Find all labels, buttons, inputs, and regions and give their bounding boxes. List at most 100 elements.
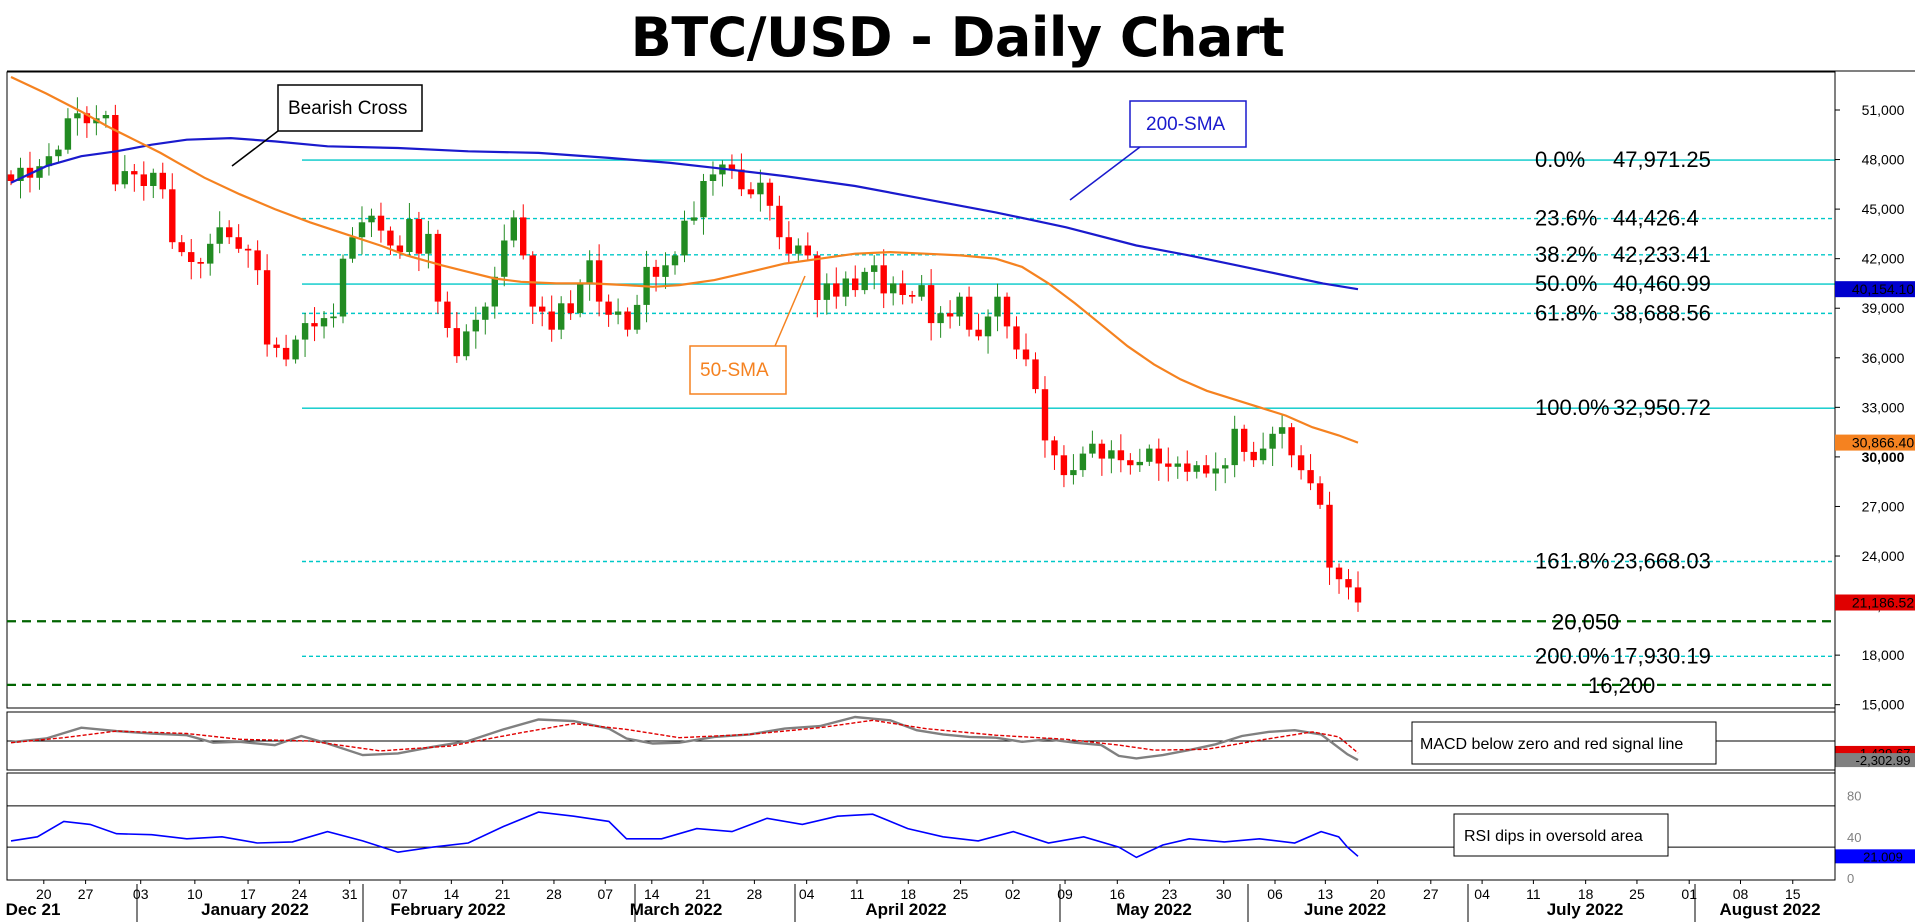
candle-body: [1013, 326, 1020, 350]
candle-body: [131, 171, 138, 175]
candle-body: [871, 265, 878, 272]
candle-body: [662, 265, 669, 277]
x-tick-label: 03: [133, 886, 149, 902]
candle-body: [709, 174, 717, 181]
candle-body: [577, 283, 584, 314]
candle-body: [320, 318, 328, 327]
candle-body: [984, 316, 992, 337]
candle-body: [823, 283, 830, 300]
candle-body: [263, 270, 271, 345]
price-tick-label: 36,000: [1862, 350, 1905, 366]
candle-body: [1032, 359, 1039, 390]
candle-body: [1231, 428, 1238, 466]
x-tick-label: 25: [1629, 886, 1645, 902]
price-tick-label: 30,000: [1862, 449, 1905, 465]
candle-body: [1297, 455, 1305, 471]
candle-body: [1184, 463, 1191, 472]
candle-body: [368, 215, 375, 223]
candle-body: [747, 189, 755, 195]
candle-body: [510, 217, 517, 241]
x-tick-label: 07: [392, 886, 408, 902]
fib-pct-label: 100.0%: [1535, 395, 1610, 420]
candle-body: [975, 329, 982, 337]
bearish-cross-box: [277, 84, 423, 132]
candle-body: [1108, 450, 1115, 459]
candle-body: [728, 164, 736, 170]
candle-body: [1041, 389, 1049, 441]
fib-value-label: 44,426.4: [1613, 206, 1699, 231]
price-tick-label: 24,000: [1862, 548, 1905, 564]
candle-body: [188, 252, 195, 262]
fib-pct-label: 200.0%: [1535, 643, 1610, 668]
x-tick-label: 15: [1785, 886, 1801, 902]
support-label: 16,200: [1588, 673, 1655, 698]
candle-body: [1354, 587, 1362, 603]
candle-body: [1117, 450, 1125, 461]
month-label: May 2022: [1116, 900, 1192, 919]
candle-body: [472, 319, 479, 332]
candle-body: [1089, 443, 1096, 454]
candle-body: [567, 303, 574, 314]
candle-body: [273, 344, 280, 348]
rsi-annotation-label: RSI dips in oversold area: [1464, 828, 1643, 845]
candle-body: [55, 149, 62, 157]
candle-body: [690, 217, 698, 221]
price-badge-label: 21,186.52: [1852, 594, 1914, 610]
x-tick-label: 16: [1110, 886, 1126, 902]
candle-body: [7, 174, 15, 181]
x-tick-label: 07: [597, 886, 613, 902]
candle-body: [994, 296, 1001, 317]
candle-body: [1345, 579, 1352, 588]
candle-body: [671, 255, 679, 266]
candle-body: [102, 115, 110, 119]
fib-value-label: 47,971.25: [1613, 147, 1711, 172]
candle-body: [254, 250, 261, 271]
candle-body: [918, 285, 925, 297]
candle-body: [766, 182, 774, 206]
fib-value-label: 42,233.41: [1613, 242, 1711, 267]
candle-body: [1259, 448, 1267, 461]
candle-body: [586, 260, 593, 284]
price-tick-label: 33,000: [1862, 399, 1905, 415]
candle-body: [444, 301, 451, 328]
candle-body: [1326, 504, 1333, 568]
candle-body: [700, 181, 707, 218]
support-label: 20,050: [1552, 609, 1619, 634]
x-tick-label: 24: [292, 886, 308, 902]
x-tick-label: 08: [1733, 886, 1749, 902]
x-tick-label: 28: [747, 886, 763, 902]
candle-body: [1003, 296, 1011, 327]
candle-body: [1203, 465, 1210, 474]
sma50-pointer: [774, 275, 806, 347]
candle-body: [738, 169, 745, 190]
candle-body: [1250, 451, 1257, 461]
fib-value-label: 17,930.19: [1613, 643, 1711, 668]
candle-body: [880, 265, 887, 294]
x-tick-label: 04: [799, 886, 815, 902]
candle-body: [1241, 428, 1248, 452]
sma-200-line: [10, 136, 1359, 291]
candle-body: [595, 260, 603, 302]
price-tick-label: 45,000: [1862, 201, 1905, 217]
candle-body: [396, 245, 404, 253]
support-and-fib-lines: 0.0% 47,971.25 23.6% 44,426.4 38.2% 42,233.41…: [7, 147, 1835, 698]
candle-body: [1307, 470, 1314, 484]
macd-line: [10, 715, 1359, 762]
candle-body: [529, 255, 536, 307]
x-tick-label: 27: [1423, 886, 1439, 902]
rsi-tick-label: 80: [1847, 789, 1861, 804]
price-tick-label: 27,000: [1862, 498, 1905, 514]
candle-body: [339, 258, 347, 317]
fib-pct-label: 23.6%: [1535, 206, 1597, 231]
month-label: August 2022: [1719, 900, 1820, 919]
fib-value-label: 40,460.99: [1613, 271, 1711, 296]
candle-body: [112, 115, 119, 185]
candle-body: [1079, 453, 1087, 471]
candle-body: [358, 222, 366, 238]
macd-badge-label: -2,302.99: [1856, 753, 1911, 768]
x-tick-label: 11: [1526, 886, 1541, 902]
candle-body: [169, 189, 176, 243]
candle-body: [387, 230, 394, 246]
candle-body: [216, 227, 223, 244]
